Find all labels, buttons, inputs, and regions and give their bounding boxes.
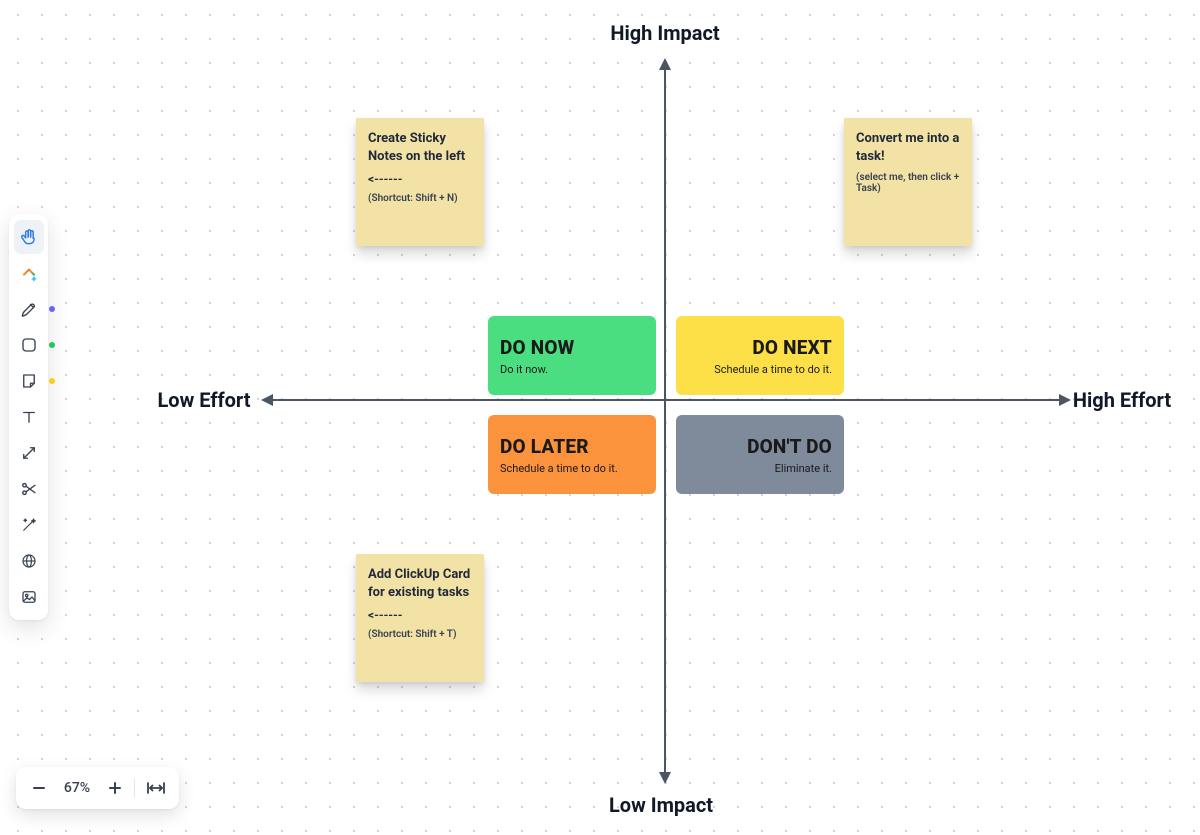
text-tool[interactable] bbox=[14, 400, 44, 434]
effects-tool[interactable] bbox=[14, 508, 44, 542]
plus-icon bbox=[107, 780, 123, 796]
quadrant-subtitle: Schedule a time to do it. bbox=[688, 363, 832, 376]
sticky-add-card[interactable]: Add ClickUp Card for existing tasks <----… bbox=[356, 554, 484, 682]
quadrant-title: DO NOW bbox=[500, 336, 644, 359]
zoom-level-text[interactable]: 67% bbox=[56, 780, 98, 796]
horizontal-axis bbox=[263, 399, 1069, 401]
sticky-create-notes[interactable]: Create Sticky Notes on the left <------ (S… bbox=[356, 118, 484, 246]
quadrant-title: DO LATER bbox=[500, 435, 644, 458]
ai-tool[interactable] bbox=[14, 256, 44, 290]
axis-label-right: High Effort bbox=[1073, 388, 1171, 412]
note-icon bbox=[20, 372, 38, 390]
separator bbox=[134, 778, 135, 798]
vertical-toolbar bbox=[9, 214, 48, 620]
minus-icon bbox=[31, 780, 47, 796]
quadrant-title: DON'T DO bbox=[688, 435, 832, 458]
axis-label-bottom: Low Impact bbox=[609, 793, 713, 817]
sticky-title: Add ClickUp Card for existing tasks bbox=[368, 566, 472, 601]
quadrant-title: DO NEXT bbox=[688, 336, 832, 359]
axis-label-top: High Impact bbox=[610, 21, 719, 45]
tool-color-dot bbox=[49, 378, 55, 384]
text-icon bbox=[20, 408, 38, 426]
zoom-controls: 67% bbox=[16, 767, 179, 809]
connector-tool[interactable] bbox=[14, 436, 44, 470]
sticky-note-tool[interactable] bbox=[14, 364, 44, 398]
scissors-tool[interactable] bbox=[14, 472, 44, 506]
sparkles-icon bbox=[20, 516, 38, 534]
quadrant-card-do-later[interactable]: DO LATER Schedule a time to do it. bbox=[488, 415, 656, 494]
shape-icon bbox=[20, 336, 38, 354]
quadrant-subtitle: Eliminate it. bbox=[688, 462, 832, 475]
sticky-line3: (Shortcut: Shift + N) bbox=[368, 193, 472, 204]
sticky-line2: <------ bbox=[368, 172, 472, 186]
fit-width-button[interactable] bbox=[139, 771, 173, 805]
tool-color-dot bbox=[49, 342, 55, 348]
tool-color-dot bbox=[49, 306, 55, 312]
sticky-line2: <------ bbox=[368, 608, 472, 622]
sticky-line3: (Shortcut: Shift + T) bbox=[368, 629, 472, 640]
arrow-up-icon bbox=[659, 58, 671, 70]
quadrant-subtitle: Schedule a time to do it. bbox=[500, 462, 644, 475]
axis-label-left: Low Effort bbox=[157, 388, 250, 412]
globe-icon bbox=[20, 552, 38, 570]
shape-tool[interactable] bbox=[14, 328, 44, 362]
zoom-in-button[interactable] bbox=[98, 771, 132, 805]
image-tool[interactable] bbox=[14, 580, 44, 614]
web-embed-tool[interactable] bbox=[14, 544, 44, 578]
quadrant-subtitle: Do it now. bbox=[500, 363, 644, 376]
sticky-title: Create Sticky Notes on the left bbox=[368, 130, 472, 165]
fit-width-icon bbox=[146, 780, 166, 796]
hand-icon bbox=[19, 227, 39, 247]
scissors-icon bbox=[20, 480, 38, 498]
sticky-line3: (select me, then click + Task) bbox=[856, 172, 960, 194]
connector-icon bbox=[20, 444, 38, 462]
quadrant-card-dont-do[interactable]: DON'T DO Eliminate it. bbox=[676, 415, 844, 494]
pen-icon bbox=[20, 300, 38, 318]
sticky-convert-task[interactable]: Convert me into a task! (select me, then … bbox=[844, 118, 972, 246]
arrow-right-icon bbox=[1059, 394, 1071, 406]
ai-icon bbox=[19, 263, 39, 283]
sticky-title: Convert me into a task! bbox=[856, 130, 960, 165]
quadrant-card-do-now[interactable]: DO NOW Do it now. bbox=[488, 316, 656, 395]
arrow-left-icon bbox=[261, 394, 273, 406]
vertical-axis bbox=[664, 60, 666, 782]
hand-tool[interactable] bbox=[14, 220, 44, 254]
arrow-down-icon bbox=[659, 772, 671, 784]
zoom-out-button[interactable] bbox=[22, 771, 56, 805]
pen-tool[interactable] bbox=[14, 292, 44, 326]
image-icon bbox=[20, 588, 38, 606]
quadrant-card-do-next[interactable]: DO NEXT Schedule a time to do it. bbox=[676, 316, 844, 395]
